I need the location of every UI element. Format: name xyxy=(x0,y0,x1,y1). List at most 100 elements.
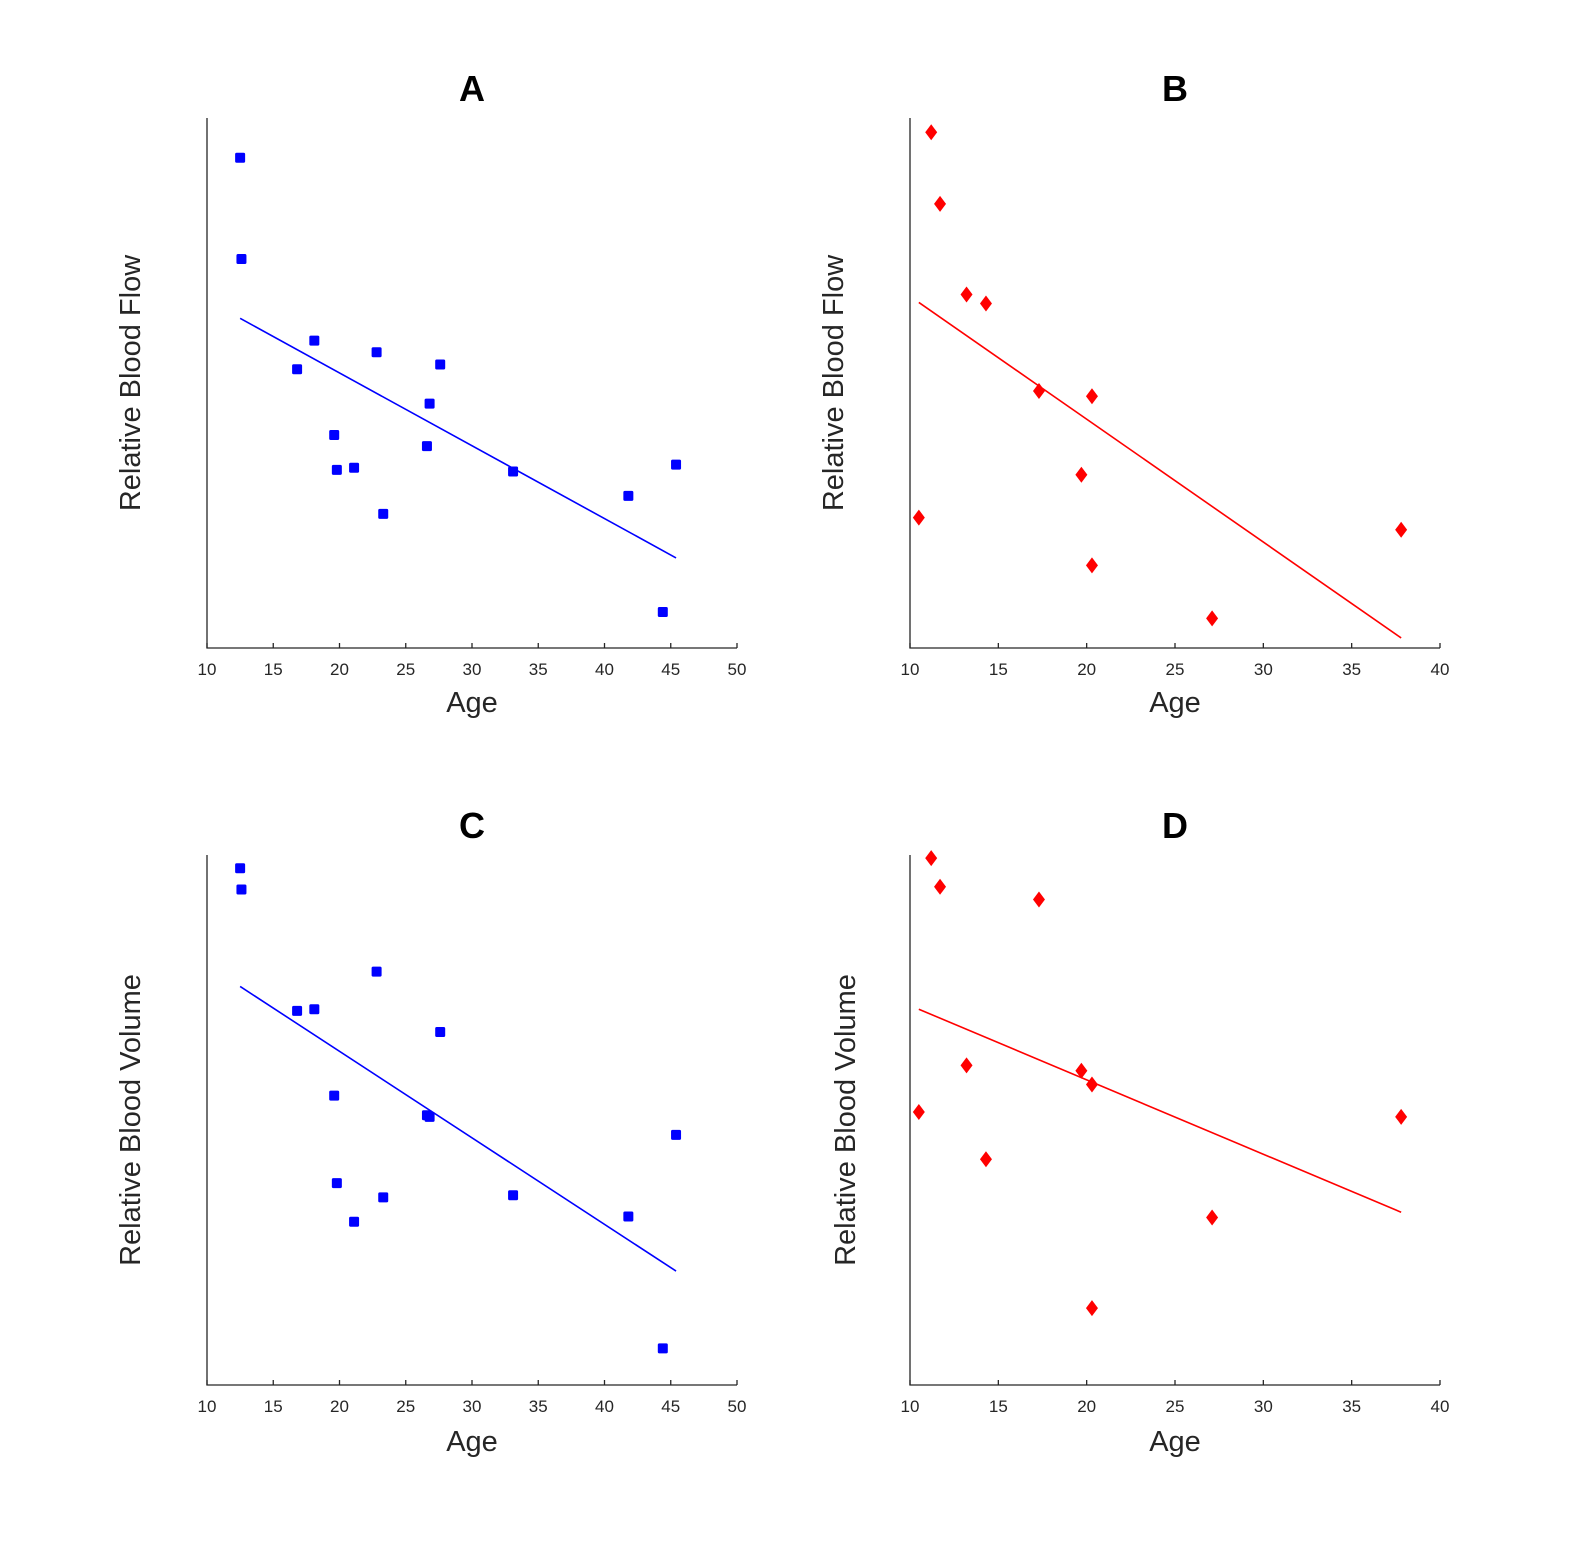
data-point xyxy=(508,466,519,477)
data-point xyxy=(508,1190,519,1201)
panel-b-ticks: 10 15 20 25 30 35 40 xyxy=(901,643,1450,679)
data-point xyxy=(912,1104,925,1121)
data-point xyxy=(979,295,992,312)
panel-a-ticks: 10 15 20 25 30 35 40 45 50 xyxy=(198,643,747,679)
data-point xyxy=(979,1151,992,1168)
data-point xyxy=(657,1343,668,1354)
data-point xyxy=(331,464,342,475)
data-point xyxy=(435,1027,446,1038)
data-point xyxy=(329,1090,340,1101)
data-point xyxy=(235,152,246,163)
data-point xyxy=(292,364,303,375)
panel-b-xlabel: Age xyxy=(1149,687,1201,719)
panel-d-axes xyxy=(909,855,1440,1386)
data-point xyxy=(623,490,634,501)
panel-a-marks xyxy=(235,152,682,617)
data-point xyxy=(1395,1108,1408,1125)
data-point xyxy=(329,429,340,440)
data-point xyxy=(1032,891,1045,908)
data-point xyxy=(671,1129,682,1140)
data-point xyxy=(1206,1209,1219,1226)
data-point xyxy=(371,966,382,977)
data-point xyxy=(435,359,446,370)
data-point xyxy=(1085,1300,1098,1317)
x-tick-label: 25 xyxy=(1166,1397,1185,1416)
panel-b-axes xyxy=(909,118,1440,649)
data-point xyxy=(1085,388,1098,405)
data-point xyxy=(1085,1076,1098,1093)
x-tick-label: 40 xyxy=(1431,660,1450,679)
x-tick-label: 40 xyxy=(1431,1397,1450,1416)
x-tick-label: 20 xyxy=(330,1397,349,1416)
panel-a-title: A xyxy=(459,68,485,109)
x-tick-label: 15 xyxy=(264,660,283,679)
x-tick-label: 30 xyxy=(463,660,482,679)
panel-c-ylabel: Relative Blood Volume xyxy=(115,974,147,1266)
panel-d-ylabel: Relative Blood Volume xyxy=(830,974,862,1266)
data-point xyxy=(960,1057,973,1074)
data-point xyxy=(236,884,247,895)
panel-a-xlabel: Age xyxy=(446,687,498,719)
x-tick-label: 40 xyxy=(595,1397,614,1416)
data-point xyxy=(1032,382,1045,399)
x-tick-label: 15 xyxy=(989,660,1008,679)
data-point xyxy=(371,347,382,358)
regression-line xyxy=(239,985,677,1272)
panel-c: C 10 15 20 25 30 35 40 45 50 Age Relative Blood … xyxy=(115,805,746,1458)
x-tick-label: 25 xyxy=(1166,660,1185,679)
data-point xyxy=(925,850,938,867)
data-point xyxy=(349,1216,360,1227)
data-point xyxy=(236,253,247,264)
x-tick-label: 40 xyxy=(595,660,614,679)
panel-d: D 10 15 20 25 30 35 40 Age Relative Blood Volu… xyxy=(830,805,1449,1458)
x-tick-label: 20 xyxy=(330,660,349,679)
panel-d-marks xyxy=(912,850,1408,1317)
panel-c-ticks: 10 15 20 25 30 35 40 45 50 xyxy=(198,1380,746,1416)
x-tick-label: 10 xyxy=(901,1397,920,1416)
data-point xyxy=(925,124,938,141)
panel-a: A 10 15 20 25 30 35 40 45 50 Age Relative Blood … xyxy=(115,68,746,719)
data-point xyxy=(912,509,925,526)
panel-b-title: B xyxy=(1162,68,1188,109)
panel-b-ylabel: Relative Blood Flow xyxy=(818,254,850,511)
regression-line xyxy=(239,317,677,559)
regression-line xyxy=(918,1008,1402,1213)
data-point xyxy=(331,1178,342,1189)
x-tick-label: 30 xyxy=(1254,660,1273,679)
x-tick-label: 10 xyxy=(198,660,217,679)
data-point xyxy=(378,1192,389,1203)
x-tick-label: 45 xyxy=(661,1397,680,1416)
panel-c-xlabel: Age xyxy=(446,1426,498,1458)
panel-b: B 10 15 20 25 30 35 40 Age Relative Blood Flow xyxy=(818,68,1449,719)
x-tick-label: 35 xyxy=(529,1397,548,1416)
x-tick-label: 20 xyxy=(1077,1397,1096,1416)
data-point xyxy=(309,335,320,346)
data-point xyxy=(934,878,947,895)
x-tick-label: 45 xyxy=(661,660,680,679)
x-tick-label: 10 xyxy=(198,1397,217,1416)
x-tick-label: 50 xyxy=(728,660,747,679)
panel-c-marks xyxy=(235,863,682,1354)
panel-a-ylabel: Relative Blood Flow xyxy=(115,254,147,511)
data-point xyxy=(421,441,432,452)
panel-d-title: D xyxy=(1162,805,1188,846)
panel-d-xlabel: Age xyxy=(1149,1426,1201,1458)
panel-a-axes xyxy=(206,118,737,649)
data-point xyxy=(378,508,389,519)
data-point xyxy=(934,195,947,212)
x-tick-label: 35 xyxy=(1342,660,1361,679)
x-tick-label: 35 xyxy=(1342,1397,1361,1416)
x-tick-label: 35 xyxy=(529,660,548,679)
data-point xyxy=(1395,521,1408,538)
x-tick-label: 15 xyxy=(989,1397,1008,1416)
x-tick-label: 25 xyxy=(396,660,415,679)
x-tick-label: 15 xyxy=(264,1397,283,1416)
x-tick-label: 30 xyxy=(1254,1397,1273,1416)
x-tick-label: 20 xyxy=(1077,660,1096,679)
data-point xyxy=(960,286,973,303)
data-point xyxy=(424,398,435,409)
data-point xyxy=(657,606,668,617)
data-point xyxy=(424,1111,435,1122)
x-tick-label: 10 xyxy=(901,660,920,679)
